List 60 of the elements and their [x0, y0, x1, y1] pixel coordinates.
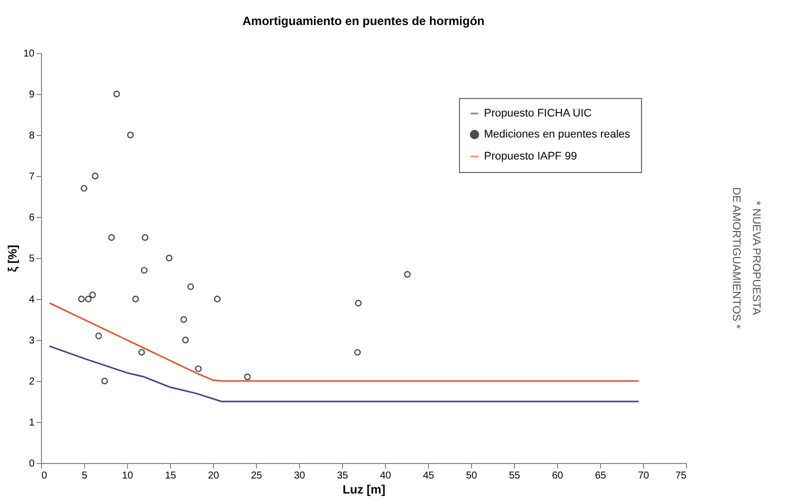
y-tick-label: 1	[28, 418, 35, 428]
x-tick-label: 50	[466, 470, 478, 482]
point	[92, 172, 99, 180]
y-tick-label: 3	[28, 336, 35, 346]
y-tick-label: 8	[28, 130, 35, 142]
point	[354, 348, 361, 356]
x-tick-label: 30	[294, 470, 306, 482]
point	[355, 300, 362, 306]
x-tick-label: 55	[508, 470, 520, 482]
x-tick-label: 10	[122, 470, 134, 482]
y-tick-label: 7	[28, 172, 35, 182]
point	[195, 365, 202, 372]
y-tick-label: 10	[23, 48, 35, 60]
point	[80, 184, 88, 192]
legend-label: Propuesto IAPF 99	[484, 150, 577, 162]
x-tick-label: 60	[552, 470, 564, 482]
y-tick-label: 0	[28, 458, 35, 470]
x-tick-label: 20	[208, 470, 220, 482]
y-tick-label: 4	[28, 294, 35, 306]
x-tick-label: 40	[380, 470, 392, 482]
legend-label: Propuesto FICHA UIC	[484, 108, 592, 120]
y-tick-label: 5	[28, 254, 35, 264]
point	[95, 332, 102, 340]
point	[140, 266, 148, 274]
x-tick-label: 45	[422, 470, 434, 482]
point	[113, 90, 120, 98]
x-tick-label: 65	[594, 470, 606, 482]
point	[78, 296, 85, 302]
x-tick-label: 75	[675, 470, 687, 482]
y-axis-title: ξ [%]	[5, 244, 20, 272]
point	[89, 292, 96, 298]
x-tick-label: 25	[250, 470, 262, 482]
legend-label: Mediciones en puentes reales	[484, 128, 631, 140]
point	[127, 132, 134, 138]
point	[142, 234, 148, 241]
x-tick-label: 35	[336, 470, 348, 482]
y-tick-label: 9	[28, 90, 35, 100]
point	[404, 271, 411, 278]
x-tick-label: 0	[42, 470, 48, 482]
point	[166, 254, 172, 262]
point	[108, 234, 115, 241]
point	[214, 296, 221, 302]
point	[101, 378, 108, 384]
y-tick-label: 6	[28, 212, 35, 224]
point	[84, 296, 92, 302]
point	[138, 348, 145, 356]
text: * NUEVA PROPUESTA DE AMORTIGUAMIENTOS *	[730, 187, 762, 330]
point	[180, 316, 188, 323]
point	[182, 336, 189, 344]
x-tick-label: 70	[638, 470, 650, 482]
chart-title: Amortiguamiento en puentes de hormigón	[242, 14, 485, 28]
y-tick-label: 2	[28, 376, 35, 388]
line-series	[48, 345, 640, 402]
point	[244, 374, 251, 380]
x-axis-title: Luz [m]	[342, 482, 386, 496]
x-tick-label: 15	[164, 470, 176, 482]
line-series	[48, 302, 640, 382]
point	[132, 296, 139, 302]
point	[187, 283, 194, 290]
x-tick-label: 5	[82, 470, 88, 482]
